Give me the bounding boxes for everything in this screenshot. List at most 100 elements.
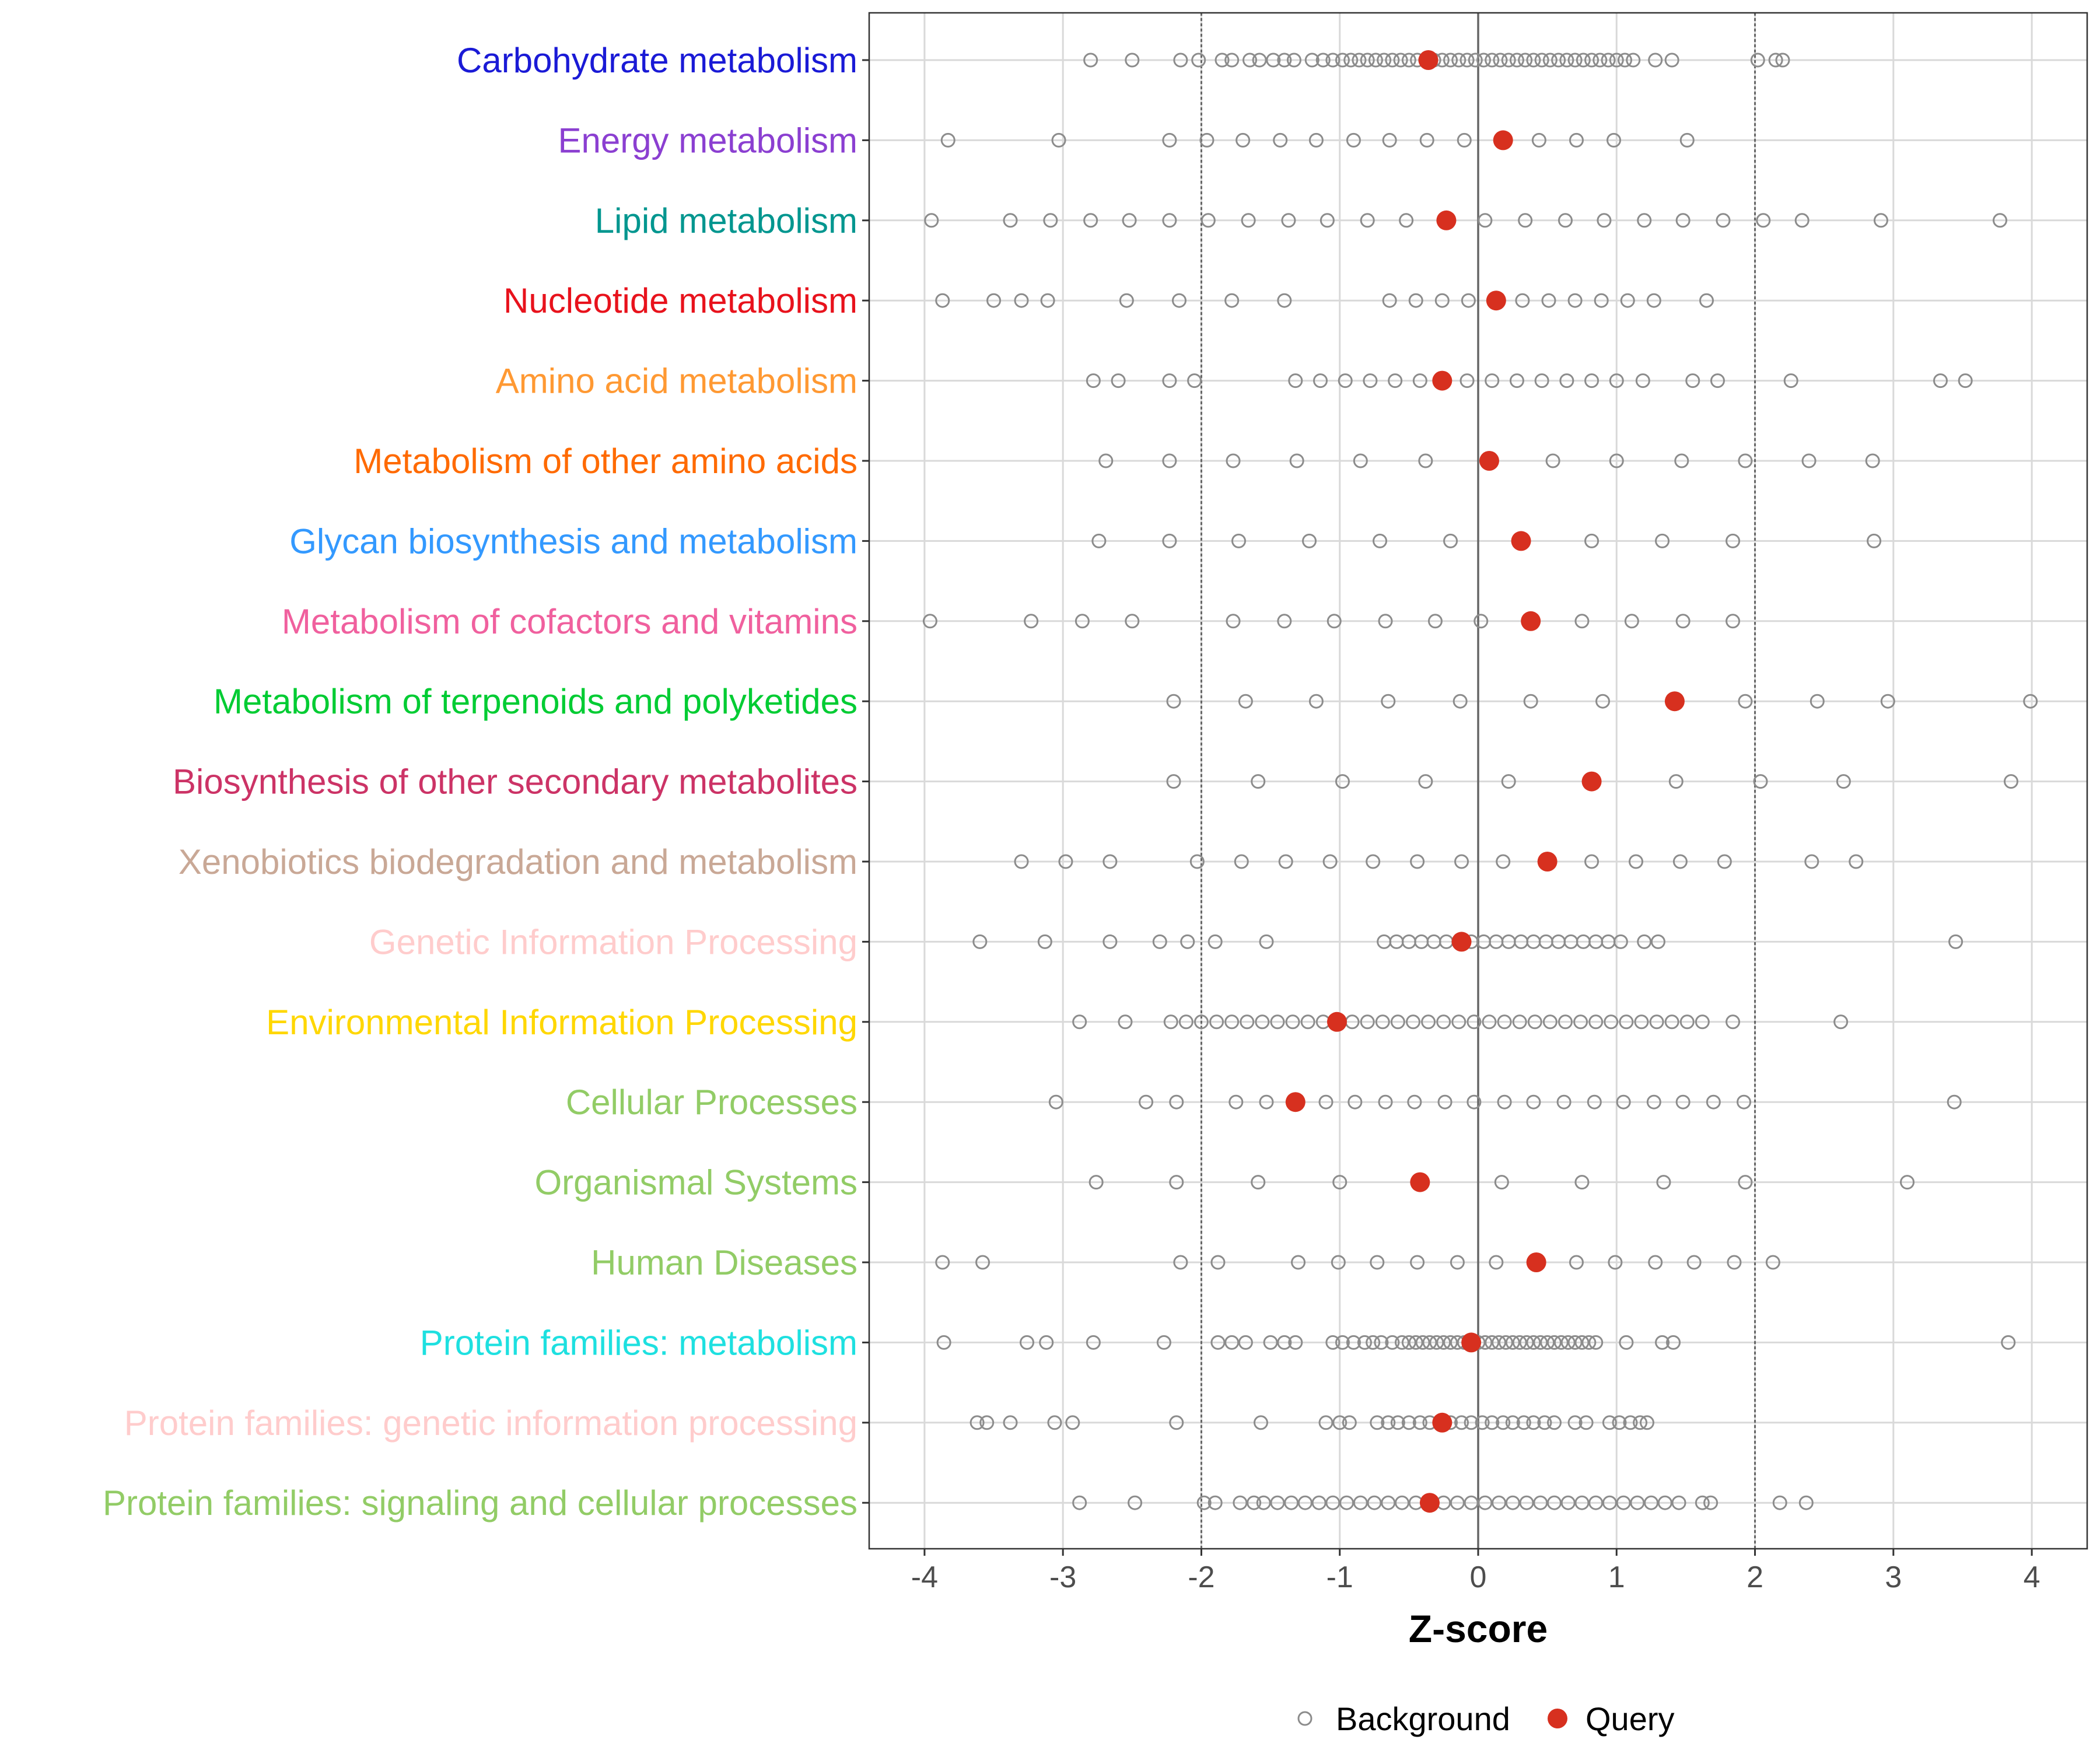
background-point: [1072, 1495, 1087, 1510]
background-point: [1737, 1094, 1752, 1110]
background-point: [1545, 453, 1560, 468]
background-point: [1618, 52, 1633, 68]
background-point: [1381, 1415, 1396, 1430]
query-point: [1486, 290, 1506, 311]
background-point: [1772, 1495, 1787, 1510]
background-point: [1750, 52, 1765, 68]
background-point: [1390, 1415, 1405, 1430]
background-point: [1567, 52, 1583, 68]
background-point: [1196, 1495, 1212, 1510]
background-point: [1166, 694, 1181, 709]
background-point: [1393, 52, 1408, 68]
background-point: [1609, 52, 1624, 68]
background-point: [1655, 1335, 1670, 1350]
background-point: [1613, 934, 1628, 949]
background-point: [1410, 854, 1425, 869]
background-point: [924, 213, 939, 228]
background-point: [1675, 614, 1690, 629]
background-point: [1086, 1335, 1101, 1350]
background-point: [1024, 614, 1039, 629]
x-tick-label: 4: [2024, 1560, 2041, 1594]
background-point: [1375, 1014, 1390, 1030]
query-point: [1436, 210, 1457, 230]
background-point: [1581, 1335, 1597, 1350]
background-point: [1401, 1335, 1416, 1350]
background-point: [1664, 1014, 1679, 1030]
background-point: [1346, 1335, 1361, 1350]
background-point: [1240, 1014, 1255, 1030]
category-label: Genetic Information Processing: [369, 922, 858, 961]
background-point: [1122, 213, 1137, 228]
background-point: [1437, 1094, 1452, 1110]
query-point: [1451, 932, 1472, 952]
background-point: [1162, 533, 1177, 548]
background-point: [1635, 373, 1650, 388]
background-point: [1657, 1495, 1672, 1510]
background-point: [1584, 854, 1600, 869]
background-point: [1251, 774, 1266, 789]
background-point: [1492, 1335, 1507, 1350]
background-point: [1492, 1495, 1507, 1510]
background-point: [1332, 1175, 1348, 1190]
background-point: [1648, 1255, 1663, 1270]
background-point: [1263, 1335, 1278, 1350]
background-point: [1173, 1255, 1188, 1270]
background-point: [1608, 1255, 1623, 1270]
query-point: [1526, 1252, 1546, 1272]
background-point: [1003, 213, 1018, 228]
background-point: [1775, 52, 1790, 68]
background-point: [935, 293, 950, 308]
background-point: [1251, 1175, 1266, 1190]
background-point: [1947, 1094, 1962, 1110]
background-point: [1189, 854, 1205, 869]
query-point: [1432, 370, 1452, 391]
background-point: [1726, 533, 1741, 548]
background-point: [1419, 132, 1434, 148]
background-point: [1382, 132, 1397, 148]
background-point: [1756, 213, 1771, 228]
background-point: [1318, 1415, 1334, 1430]
background-point: [1671, 1495, 1686, 1510]
background-point: [1381, 694, 1396, 709]
background-point: [1551, 52, 1566, 68]
background-point: [1567, 293, 1583, 308]
background-point: [1716, 213, 1731, 228]
background-point: [1098, 453, 1114, 468]
background-point: [935, 1255, 950, 1270]
background-point: [1601, 52, 1616, 68]
background-point: [1043, 213, 1058, 228]
background-point: [1370, 1255, 1385, 1270]
background-point: [1169, 1094, 1184, 1110]
background-point: [1900, 1175, 1915, 1190]
background-point: [922, 614, 937, 629]
background-point: [1619, 1014, 1634, 1030]
background-point: [1738, 453, 1753, 468]
background-point: [1574, 1335, 1590, 1350]
background-point: [1352, 52, 1367, 68]
category-label: Protein families: genetic information pr…: [124, 1404, 858, 1443]
background-point: [1573, 1014, 1588, 1030]
background-point: [1695, 1495, 1710, 1510]
background-point: [1003, 1415, 1018, 1430]
background-point: [1810, 694, 1825, 709]
background-point: [1588, 1335, 1604, 1350]
background-point: [1498, 1335, 1513, 1350]
x-tick-label: 3: [1885, 1560, 1902, 1594]
background-point: [1675, 213, 1690, 228]
background-point: [1331, 1255, 1346, 1270]
category-label: Metabolism of other amino acids: [354, 442, 858, 481]
background-point: [1242, 52, 1257, 68]
background-point: [1360, 213, 1375, 228]
background-point: [1710, 373, 1725, 388]
x-axis-title: Z-score: [1409, 1607, 1548, 1650]
background-point: [1072, 1014, 1087, 1030]
background-point: [1505, 1415, 1520, 1430]
background-point: [1065, 1415, 1080, 1430]
background-point: [1346, 132, 1361, 148]
background-point: [1717, 854, 1732, 869]
category-label: Carbohydrate metabolism: [457, 41, 858, 80]
background-point: [1348, 1094, 1363, 1110]
background-point: [1256, 1495, 1271, 1510]
background-point: [1558, 1014, 1573, 1030]
background-point: [1574, 614, 1590, 629]
